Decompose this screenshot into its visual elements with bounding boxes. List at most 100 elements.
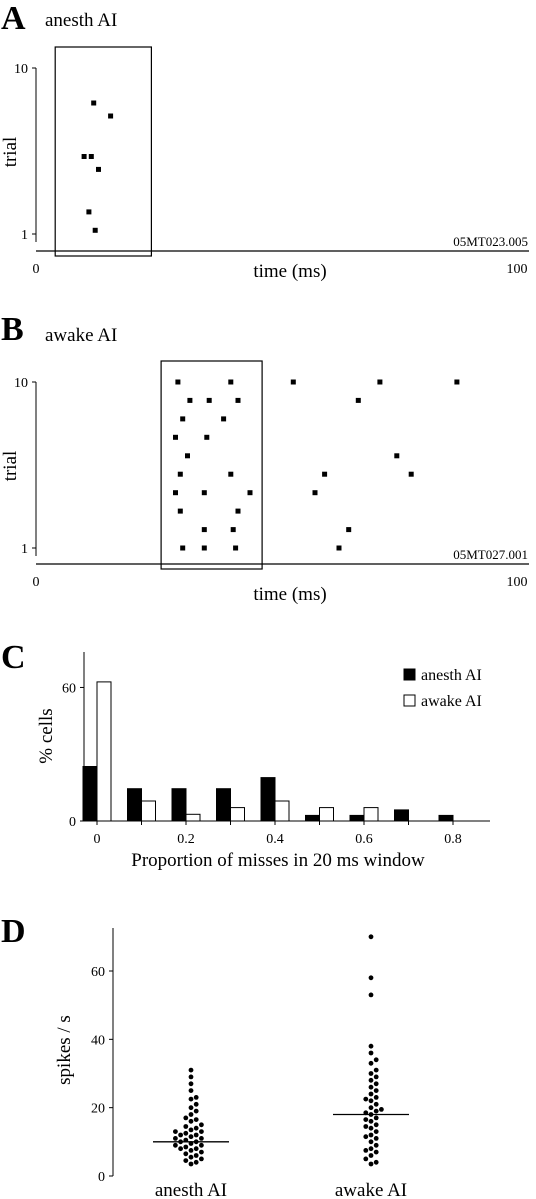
dot-awake — [373, 1101, 379, 1107]
bar-anesth — [216, 788, 231, 822]
x-tick-label: 0.8 — [444, 832, 462, 847]
dot-awake — [368, 934, 374, 940]
dot-awake — [373, 1149, 379, 1155]
dot-awake — [363, 1096, 369, 1102]
dot-awake — [363, 1156, 369, 1162]
panel-a-y-tick-label-bottom: 1 — [21, 228, 28, 243]
dot-anesth — [178, 1132, 184, 1138]
dot-awake — [368, 1105, 374, 1111]
dot-anesth — [193, 1125, 199, 1131]
dot-awake — [368, 1125, 374, 1131]
dot-anesth — [193, 1146, 199, 1152]
dot-awake — [368, 1084, 374, 1090]
bar-awake — [96, 681, 112, 822]
panel-b-y-tick-label-top: 10 — [14, 376, 28, 391]
dot-anesth — [183, 1130, 189, 1136]
spike-mark — [108, 113, 114, 119]
bar-anesth — [260, 777, 276, 822]
panel-a-x-tick-label-end: 100 — [507, 262, 528, 277]
dot-anesth — [188, 1134, 194, 1140]
y-tick-label: 40 — [91, 1033, 105, 1048]
panel-c-y-label: % cells — [36, 708, 57, 763]
spike-mark — [247, 490, 253, 496]
panel-a: A anesth AI 10 1 trial 05MT023.005 0 100… — [0, 0, 529, 282]
dot-anesth — [193, 1095, 199, 1100]
dot-anesth — [188, 1148, 194, 1153]
legend-swatch-awake — [403, 694, 416, 707]
x-tick-label: 0.4 — [266, 832, 284, 847]
dot-awake — [373, 1129, 379, 1134]
spike-mark — [175, 379, 181, 385]
panel-a-letter: A — [1, 0, 26, 37]
panel-a-x-tick-label-start: 0 — [33, 262, 40, 277]
panel-d-y-label: spikes / s — [54, 1015, 75, 1085]
dot-awake — [373, 1159, 379, 1165]
panel-b-analysis-window — [160, 360, 263, 570]
panel-c-bars — [82, 681, 454, 822]
spike-mark — [81, 154, 87, 159]
dot-awake — [373, 1057, 379, 1063]
panel-b-title: awake AI — [45, 325, 117, 346]
dot-awake — [368, 1050, 374, 1056]
panel-d-category-awake: awake AI — [335, 1180, 407, 1199]
dot-awake — [368, 975, 374, 981]
dot-awake — [373, 1095, 379, 1100]
spike-mark — [180, 545, 186, 551]
dot-anesth — [193, 1101, 199, 1107]
dot-anesth — [188, 1112, 194, 1117]
bar-anesth — [171, 788, 187, 822]
panel-a-spikes — [81, 100, 114, 233]
dot-anesth — [193, 1132, 199, 1138]
dot-awake — [368, 1060, 374, 1066]
spike-mark — [346, 527, 352, 533]
dot-awake — [363, 1134, 369, 1140]
spike-mark — [228, 471, 234, 477]
dot-anesth — [188, 1081, 194, 1087]
spike-mark — [235, 508, 241, 514]
panel-b-letter: B — [1, 311, 24, 348]
bar-awake — [141, 800, 156, 822]
panel-d-letter: D — [1, 913, 26, 950]
spike-mark — [88, 154, 94, 159]
spike-mark — [228, 379, 234, 385]
dot-anesth — [199, 1142, 204, 1148]
panel-d-dots — [173, 934, 384, 1167]
panel-b-recording-id: 05MT027.001 — [453, 547, 528, 562]
x-tick-label: 0 — [94, 832, 101, 847]
panel-c-x-ticks: 0 0.2 0.4 0.6 0.8 — [94, 821, 462, 847]
dot-anesth — [183, 1124, 189, 1129]
dot-awake — [373, 1122, 379, 1128]
dot-awake — [373, 1136, 379, 1141]
dot-anesth — [173, 1129, 178, 1134]
spike-mark — [180, 416, 186, 422]
spike-mark — [408, 471, 414, 477]
panel-a-recording-id: 05MT023.005 — [453, 234, 528, 249]
bar-anesth — [438, 814, 454, 822]
dot-anesth — [188, 1096, 194, 1102]
panel-c-letter: C — [1, 639, 26, 676]
bar-awake — [230, 807, 245, 822]
panel-a-y-label: trial — [0, 137, 21, 168]
spike-mark — [201, 527, 207, 533]
dot-anesth — [183, 1115, 189, 1121]
spike-mark — [187, 397, 193, 403]
spike-mark — [86, 209, 92, 215]
dot-anesth — [183, 1158, 189, 1163]
bar-anesth — [394, 809, 409, 822]
dot-awake — [368, 1132, 374, 1138]
panel-c-legend: anesth AI awake AI — [403, 667, 482, 710]
panel-b-x-tick-label-end: 100 — [507, 575, 528, 590]
dot-anesth — [188, 1161, 194, 1167]
dot-awake — [368, 1139, 374, 1145]
legend-label-awake: awake AI — [421, 693, 482, 710]
spike-mark — [290, 379, 296, 385]
panel-d-y-ticks: 0 20 40 60 — [91, 965, 113, 1185]
y-tick-label: 0 — [98, 1170, 105, 1185]
dot-awake — [373, 1142, 379, 1148]
x-tick-label: 0.2 — [177, 832, 195, 847]
dot-anesth — [193, 1108, 199, 1114]
y-tick-label: 60 — [62, 681, 76, 696]
dot-anesth — [188, 1118, 194, 1124]
spike-mark — [173, 434, 178, 440]
